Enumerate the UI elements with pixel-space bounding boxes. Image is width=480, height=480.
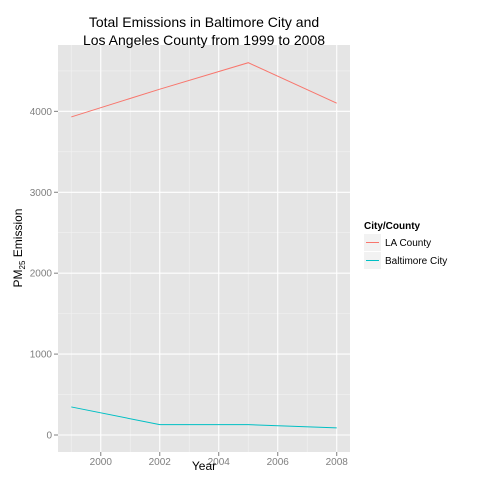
plot-panel	[58, 45, 350, 452]
x-tick-label: 2000	[90, 457, 113, 468]
y-tick-label: 3000	[30, 188, 53, 199]
y-axis-ticks: 0 1000 2000 3000 4000	[30, 107, 58, 442]
chart-title-line-1: Total Emissions in Baltimore City and	[89, 14, 319, 30]
x-axis-title: Year	[192, 459, 216, 473]
minor-grid	[58, 45, 350, 452]
x-tick-label: 2002	[149, 457, 172, 468]
legend-label: LA County	[385, 238, 431, 249]
y-tick-label: 1000	[30, 350, 53, 361]
x-tick-label: 2008	[326, 457, 349, 468]
x-tick-label: 2004	[208, 457, 231, 468]
y-axis-title: PM25 Emission	[11, 209, 27, 288]
legend-label: Baltimore City	[385, 256, 447, 267]
series-lines	[71, 62, 337, 429]
y-tick-label: 0	[46, 431, 52, 442]
y-axis-title-subscript: 25	[18, 260, 27, 269]
legend-title: City/County	[364, 221, 421, 232]
legend: City/County LA County Baltimore City	[364, 221, 447, 269]
chart-title-line-2: Los Angeles County from 1999 to 2008	[83, 32, 325, 48]
major-grid	[58, 45, 350, 452]
series-line-la-county	[71, 62, 337, 118]
legend-items: LA County Baltimore City	[364, 234, 447, 269]
y-tick-label: 4000	[30, 107, 53, 118]
x-tick-label: 2006	[267, 457, 290, 468]
x-axis-ticks: 2000 2002 2004 2006 2008	[90, 452, 349, 468]
y-axis-title-main: PM	[11, 269, 25, 287]
y-tick-label: 2000	[30, 269, 53, 280]
y-axis-title-tail: Emission	[11, 209, 25, 261]
series-line-baltimore-city	[71, 406, 337, 429]
